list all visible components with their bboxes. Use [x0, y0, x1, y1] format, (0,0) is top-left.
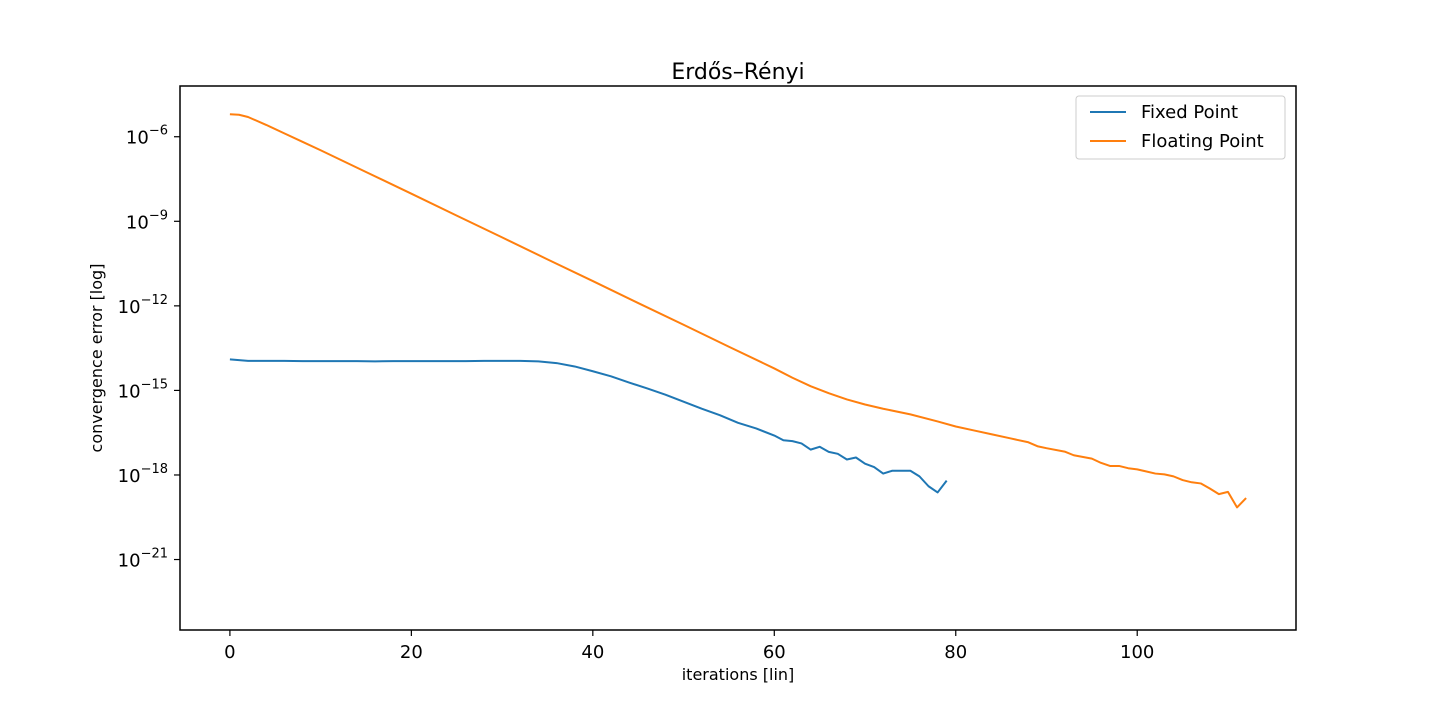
y-tick-label: 10−6 [126, 124, 168, 149]
series-lines [229, 113, 1247, 509]
x-axis-label: iterations [lin] [682, 665, 795, 684]
legend: Fixed Point Floating Point [1075, 95, 1286, 160]
x-tick-label: 80 [944, 642, 967, 663]
y-tick-label: 10−9 [126, 208, 168, 233]
legend-label-fixed-point: Fixed Point [1141, 102, 1238, 123]
series-line-floating-point [229, 113, 1247, 509]
x-tick-label: 20 [400, 642, 423, 663]
legend-box [1075, 95, 1286, 160]
y-axis-label: convergence error [log] [87, 264, 106, 453]
y-tick-label: 10−15 [118, 377, 168, 402]
y-tick-label: 10−12 [118, 293, 168, 318]
axis-ticks: 0 20 40 60 80 100 10−6 10−9 10−12 10−15 10−18 10−21 [118, 124, 1155, 663]
x-tick-label: 100 [1120, 642, 1154, 663]
plot-area-frame [179, 85, 1297, 631]
x-tick-label: 0 [224, 642, 235, 663]
x-tick-label: 40 [581, 642, 604, 663]
series-line-fixed-point [229, 358, 948, 494]
chart-title: Erdős–Rényi [671, 60, 804, 85]
y-tick-label: 10−21 [118, 547, 168, 572]
y-tick-label: 10−18 [118, 462, 168, 487]
x-tick-label: 60 [763, 642, 786, 663]
legend-label-floating-point: Floating Point [1141, 131, 1264, 152]
